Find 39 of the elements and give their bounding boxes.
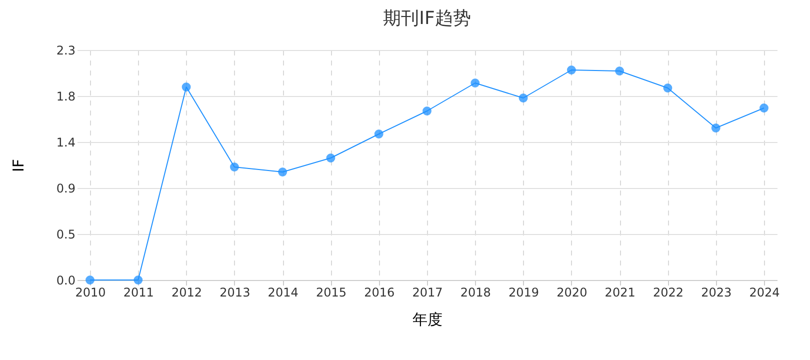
x-tick-label: 2023 [701,286,732,300]
y-tick-label: 1.4 [56,136,76,150]
point [470,78,480,88]
point [422,106,432,116]
point [760,104,768,112]
point [566,66,576,74]
x-tick-label: 2017 [412,286,443,300]
x-tick-label: 2016 [364,286,395,300]
y-tick-label: 2.3 [56,44,76,58]
point [182,82,191,92]
x-tick-label: 2019 [508,286,540,300]
x-tick-label: 2022 [652,286,684,300]
y-tick-label: 0.0 [56,274,76,288]
y-tick-label: 0.5 [56,228,76,242]
x-tick-label: 2015 [316,286,346,300]
point [374,130,384,138]
point [663,84,672,92]
y-tick-label: 0.9 [56,182,76,196]
chart-title: 期刊IF趋势 [383,8,471,29]
point [615,66,624,76]
x-tick-label: 2024 [749,286,780,300]
point [518,94,528,102]
point [278,168,288,176]
x-tick-label: 2020 [556,286,588,300]
point [326,154,336,162]
x-tick-label: 2021 [604,286,636,300]
point [134,276,143,284]
x-tick-label: 2012 [172,286,202,300]
x-tick-label: 2014 [268,286,298,300]
x-tick-label: 2011 [123,286,154,300]
point [711,124,720,132]
y-axis-title: IF [9,158,28,172]
point [86,276,94,284]
y-tick-label: 1.8 [56,90,76,104]
x-tick-label: 2010 [75,286,106,300]
x-axis-title: 年度 [412,310,442,328]
x-tick-label: 2013 [220,286,250,300]
x-tick-label: 2018 [460,286,491,300]
point [230,162,239,172]
